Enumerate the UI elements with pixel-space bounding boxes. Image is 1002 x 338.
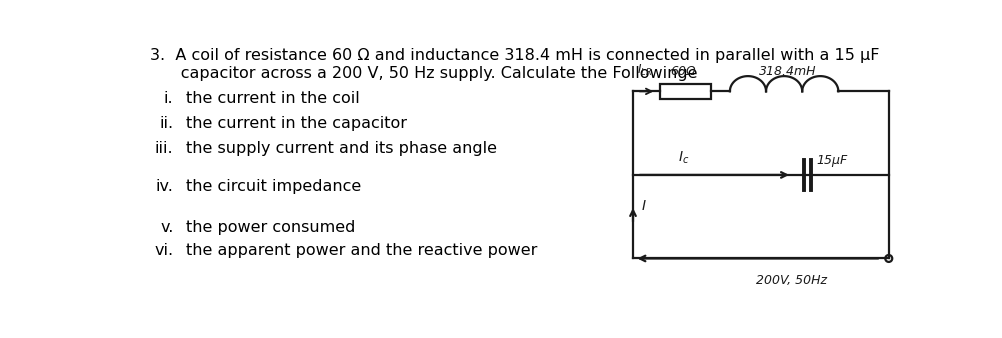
Text: the supply current and its phase angle: the supply current and its phase angle [185,141,496,156]
Text: capacitor across a 200 V, 50 Hz supply. Calculate the Followinge: capacitor across a 200 V, 50 Hz supply. … [150,66,697,81]
Text: 3.  A coil of resistance 60 Ω and inductance 318.4 mH is connected in parallel w: 3. A coil of resistance 60 Ω and inducta… [150,48,879,63]
Text: v.: v. [160,220,173,235]
Text: iv.: iv. [155,179,173,194]
Text: 318.4mH: 318.4mH [759,65,816,77]
Text: ii.: ii. [159,116,173,131]
Text: 200V, 50Hz: 200V, 50Hz [756,274,827,287]
Text: the circuit impedance: the circuit impedance [185,179,361,194]
Text: $I_{LR}$: $I_{LR}$ [636,63,651,77]
Text: i.: i. [163,91,173,106]
Text: 60Ω: 60Ω [670,65,695,77]
Text: the apparent power and the reactive power: the apparent power and the reactive powe… [185,243,537,258]
Text: the current in the capacitor: the current in the capacitor [185,116,407,131]
Text: iii.: iii. [154,141,173,156]
Text: 15μF: 15μF [816,154,847,167]
Text: $I$: $I$ [640,199,646,213]
Text: the power consumed: the power consumed [185,220,355,235]
Bar [659,84,709,99]
Text: vi.: vi. [154,243,173,258]
Text: $I_c$: $I_c$ [677,149,688,166]
Text: the current in the coil: the current in the coil [185,91,359,106]
